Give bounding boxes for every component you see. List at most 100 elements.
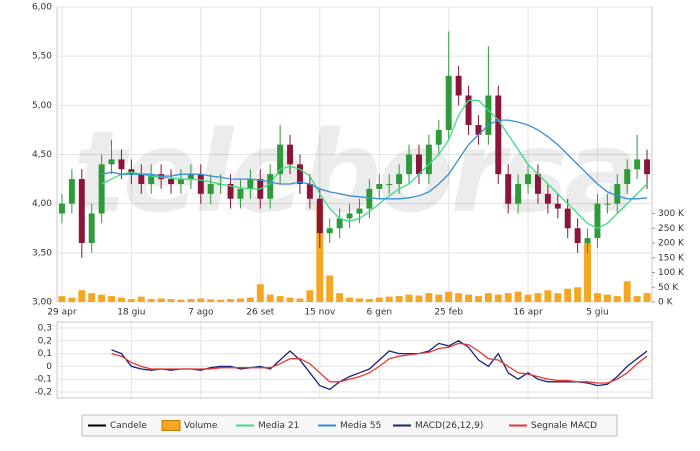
volume-bar bbox=[177, 299, 185, 302]
volume-bar bbox=[603, 294, 611, 302]
volume-bar bbox=[256, 284, 264, 302]
volume-bar bbox=[584, 243, 592, 302]
candle-body bbox=[525, 174, 532, 184]
candle-body bbox=[58, 203, 65, 214]
watermark: teleborsa bbox=[73, 108, 635, 238]
x-tick-label: 6 gen bbox=[367, 308, 393, 318]
volume-bar bbox=[455, 293, 463, 302]
x-tick-label: 26 set bbox=[246, 308, 275, 318]
volume-bar bbox=[623, 281, 631, 302]
volume-bar bbox=[465, 294, 473, 302]
x-tick-label: 18 giu bbox=[117, 308, 145, 318]
candle-body bbox=[78, 179, 85, 243]
candle-body bbox=[386, 184, 393, 185]
volume-bar bbox=[415, 295, 423, 302]
y2-tick-label: 50 K bbox=[658, 283, 679, 293]
volume-bar bbox=[236, 298, 244, 302]
candle-body bbox=[425, 144, 432, 175]
line-series bbox=[111, 342, 648, 384]
volume-bar bbox=[435, 294, 443, 302]
volume-bar bbox=[554, 293, 562, 302]
candle-body bbox=[346, 213, 353, 219]
volume-bar bbox=[227, 299, 235, 302]
volume-bar bbox=[316, 204, 324, 302]
candle-body bbox=[594, 203, 601, 239]
legend-label: Volume bbox=[184, 421, 218, 431]
y-tick-label: 0,1 bbox=[38, 349, 52, 359]
candle-body bbox=[138, 174, 145, 184]
x-tick-label: 5 giu bbox=[586, 308, 609, 318]
candle-body bbox=[108, 159, 115, 165]
volume-bar bbox=[375, 297, 383, 302]
volume-bar bbox=[534, 293, 542, 302]
volume-bar bbox=[68, 297, 76, 302]
volume-bar bbox=[207, 299, 215, 302]
volume-bar bbox=[187, 299, 195, 302]
candle-body bbox=[624, 169, 631, 184]
volume-bar bbox=[137, 296, 145, 302]
volume-bar bbox=[494, 294, 502, 302]
candle-body bbox=[207, 184, 214, 194]
candle-body bbox=[118, 159, 125, 170]
candle-body bbox=[574, 228, 581, 243]
candle-body bbox=[495, 95, 502, 175]
y2-tick-label: 200 K bbox=[658, 239, 685, 249]
volume-bar bbox=[365, 299, 373, 302]
volume-bar bbox=[306, 290, 314, 302]
y-tick-label: 6,00 bbox=[32, 3, 52, 13]
volume-bar bbox=[355, 298, 363, 302]
volume-bar bbox=[445, 291, 453, 302]
legend-label: Media 21 bbox=[258, 421, 299, 431]
legend-label: Segnale MACD bbox=[531, 421, 597, 431]
candle-body bbox=[197, 174, 204, 194]
x-tick-label: 15 nov bbox=[304, 308, 336, 318]
candle-body bbox=[98, 164, 105, 214]
x-tick-label: 29 apr bbox=[47, 308, 77, 318]
volume-bar bbox=[484, 293, 492, 302]
volume-bar bbox=[326, 275, 334, 302]
candle-body bbox=[168, 179, 175, 184]
volume-bar bbox=[613, 296, 621, 302]
candle-body bbox=[396, 174, 403, 184]
volume-bar bbox=[564, 288, 572, 302]
candle-body bbox=[187, 174, 194, 180]
candle-body bbox=[634, 159, 641, 170]
volume-bar bbox=[514, 291, 522, 302]
y2-tick-label: 150 K bbox=[658, 253, 685, 263]
volume-bar bbox=[474, 296, 482, 302]
candle-body bbox=[406, 154, 413, 175]
candle-body bbox=[247, 179, 254, 189]
candle-body bbox=[485, 95, 492, 135]
volume-bar bbox=[167, 299, 175, 302]
legend-label: Candele bbox=[110, 421, 147, 431]
candle-body bbox=[465, 95, 472, 125]
volume-bar bbox=[246, 297, 254, 302]
candle-body bbox=[316, 198, 323, 234]
y-tick-label: 0,2 bbox=[38, 336, 52, 346]
y2-tick-label: 100 K bbox=[658, 268, 685, 278]
volume-bar bbox=[98, 294, 106, 302]
y-tick-label: 0,3 bbox=[38, 324, 52, 334]
volume-bar bbox=[58, 296, 66, 302]
candle-body bbox=[237, 188, 244, 199]
y2-tick-label: 250 K bbox=[658, 224, 685, 234]
legend-label: Media 55 bbox=[340, 421, 381, 431]
y2-tick-label: 300 K bbox=[658, 209, 685, 219]
candle-body bbox=[227, 184, 234, 199]
volume-bar bbox=[286, 297, 294, 302]
line-series bbox=[101, 99, 648, 230]
volume-bar bbox=[633, 296, 641, 302]
y-tick-label: 3,50 bbox=[32, 248, 52, 258]
volume-bar bbox=[88, 293, 96, 302]
volume-bar bbox=[117, 297, 125, 302]
volume-bar bbox=[524, 294, 532, 302]
y-tick-label: -0,2 bbox=[34, 388, 52, 398]
candle-body bbox=[415, 154, 422, 175]
y-tick-label: 0 bbox=[46, 362, 52, 372]
legend-label: MACD(26,12,9) bbox=[415, 421, 483, 431]
candle-body bbox=[326, 228, 333, 234]
x-tick-label: 25 feb bbox=[434, 308, 463, 318]
y-tick-label: 5,00 bbox=[32, 101, 52, 111]
candle-body bbox=[366, 188, 373, 209]
volume-bar bbox=[346, 297, 354, 302]
